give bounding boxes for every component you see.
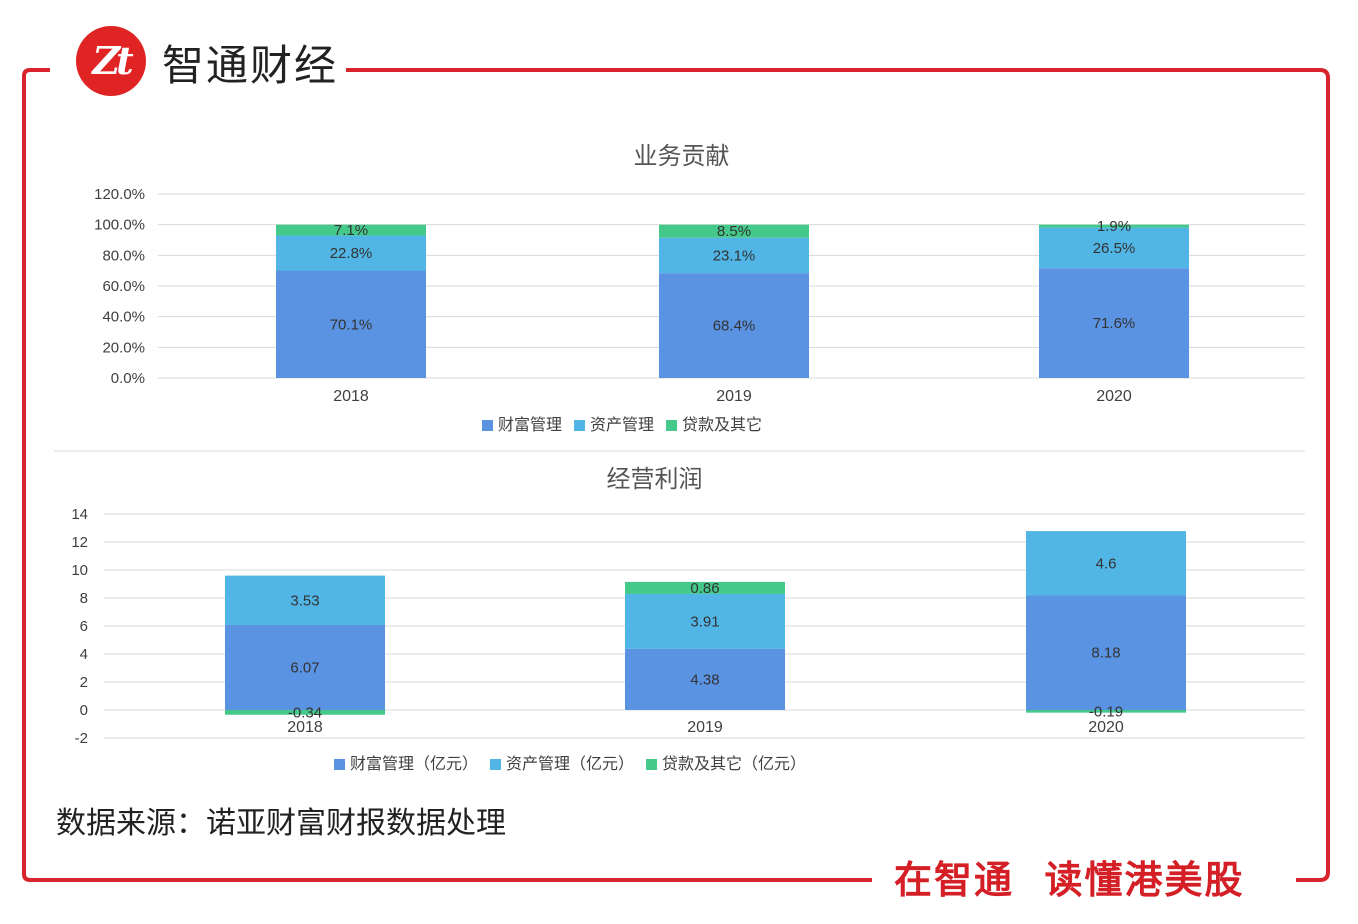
legend-swatch xyxy=(574,420,586,431)
slogan: 在智通 读懂港美股 xyxy=(890,856,1249,904)
y-tick-label: 10 xyxy=(71,562,88,579)
legend-label: 贷款及其它（亿元） xyxy=(662,755,806,773)
brand-logo-icon: Zt xyxy=(76,26,146,96)
y-tick-label: 120.0% xyxy=(94,186,145,203)
bar-segment xyxy=(1026,595,1186,710)
legend-label: 财富管理（亿元） xyxy=(350,755,478,773)
bar-segment xyxy=(1026,710,1186,713)
data-label: 26.5% xyxy=(1093,240,1136,257)
bar-segment xyxy=(625,581,785,594)
chart-title: 业务贡献 xyxy=(634,143,730,170)
data-label: -0.19 xyxy=(1089,703,1123,720)
legend-swatch xyxy=(482,420,493,431)
data-label: 3.91 xyxy=(690,613,719,630)
y-tick-label: 6 xyxy=(80,618,88,635)
y-tick-label: 8 xyxy=(80,590,88,607)
data-label: 8.18 xyxy=(1091,645,1120,662)
y-tick-label: 0 xyxy=(80,702,88,719)
data-label: 22.8% xyxy=(330,245,373,262)
bar-segment xyxy=(225,710,385,715)
legend-label: 财富管理 xyxy=(498,416,562,434)
bar-segment xyxy=(1039,268,1189,378)
data-label: -0.34 xyxy=(288,704,322,721)
y-tick-label: 40.0% xyxy=(102,309,145,326)
data-label: 8.5% xyxy=(717,223,751,240)
source-note: 数据来源：诺亚财富财报数据处理 xyxy=(56,806,506,841)
y-tick-label: -2 xyxy=(75,730,88,747)
y-tick-label: 2 xyxy=(80,674,88,691)
y-tick-label: 12 xyxy=(71,534,88,551)
bar-segment xyxy=(659,237,809,274)
data-label: 71.6% xyxy=(1093,315,1136,332)
bar-segment xyxy=(659,224,809,238)
data-label: 68.4% xyxy=(713,318,756,335)
y-tick-label: 0.0% xyxy=(111,370,145,387)
legend-label: 资产管理 xyxy=(590,416,654,434)
data-label: 6.07 xyxy=(290,660,319,677)
y-tick-label: 20.0% xyxy=(102,339,145,356)
data-label: 4.6 xyxy=(1096,555,1117,572)
bar-segment xyxy=(1039,227,1189,269)
x-tick-label: 2019 xyxy=(716,388,752,405)
data-label: 4.38 xyxy=(690,671,719,688)
bar-segment xyxy=(276,235,426,271)
y-tick-label: 4 xyxy=(80,646,88,663)
bar-segment xyxy=(276,270,426,378)
legend-swatch xyxy=(334,759,345,770)
x-tick-label: 2018 xyxy=(333,388,369,405)
legend-swatch xyxy=(666,420,678,431)
legend-label: 贷款及其它 xyxy=(682,416,762,434)
y-tick-label: 80.0% xyxy=(102,247,145,264)
x-tick-label: 2018 xyxy=(287,719,323,736)
bar-segment xyxy=(225,575,385,626)
legend-swatch xyxy=(646,759,658,770)
x-tick-label: 2020 xyxy=(1096,388,1132,405)
data-label: 1.9% xyxy=(1097,218,1131,235)
y-tick-label: 14 xyxy=(71,506,88,523)
x-tick-label: 2020 xyxy=(1088,719,1124,736)
y-tick-label: 100.0% xyxy=(94,217,145,234)
legend-label: 资产管理（亿元） xyxy=(506,755,634,773)
data-label: 3.53 xyxy=(290,592,319,609)
data-label: 0.86 xyxy=(690,580,719,597)
bar-segment xyxy=(625,648,785,710)
legend-swatch xyxy=(490,759,502,770)
brand-name: 智通财经 xyxy=(162,41,339,90)
chart-title: 经营利润 xyxy=(607,466,703,493)
data-label: 7.1% xyxy=(334,222,368,239)
data-label: 23.1% xyxy=(713,247,756,264)
bar-segment xyxy=(625,593,785,649)
bar-segment xyxy=(1039,224,1189,228)
data-label: 70.1% xyxy=(330,316,373,333)
bar-segment xyxy=(225,625,385,710)
bar-segment xyxy=(276,224,426,236)
y-tick-label: 60.0% xyxy=(102,278,145,295)
bar-segment xyxy=(1026,531,1186,596)
x-tick-label: 2019 xyxy=(687,719,723,736)
bar-segment xyxy=(659,273,809,378)
